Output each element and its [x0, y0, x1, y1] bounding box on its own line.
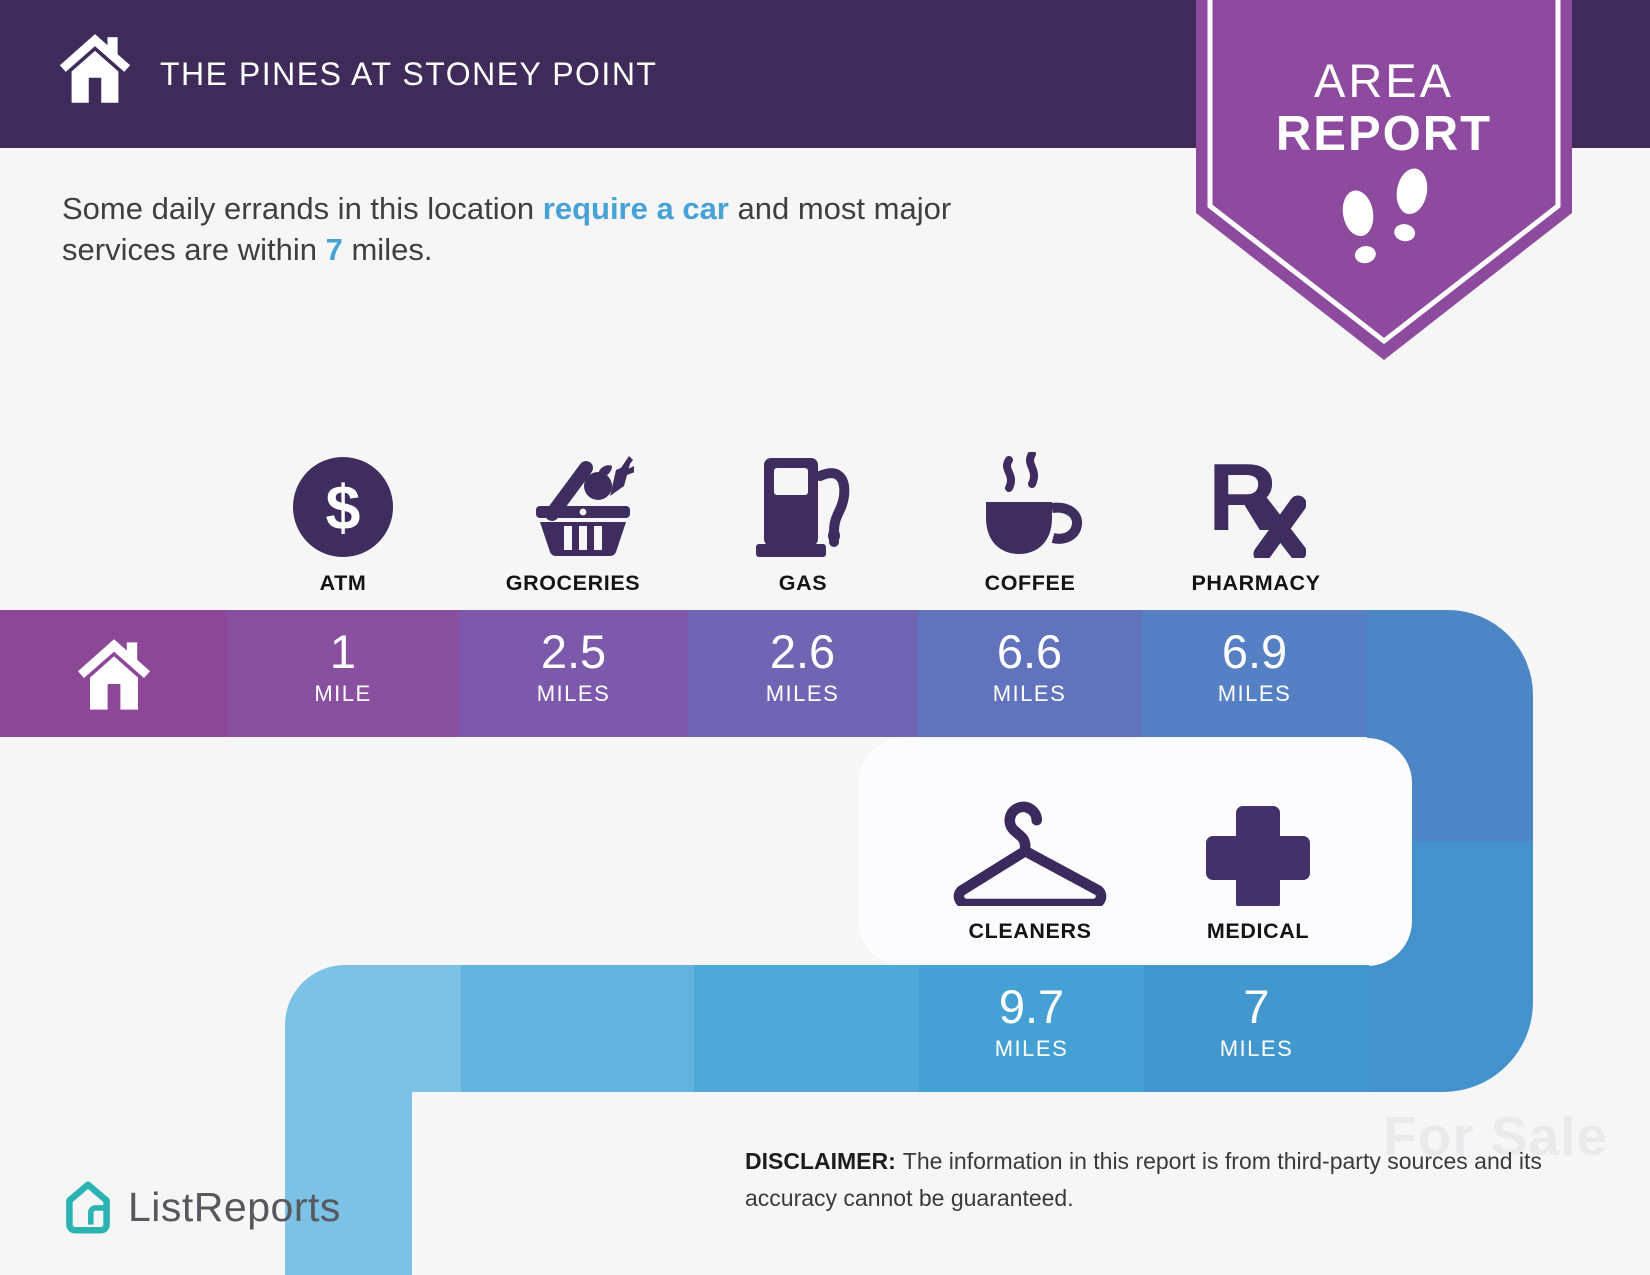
intro-after: miles.	[351, 232, 433, 267]
distance-value: 7	[1243, 980, 1270, 1033]
svg-text:$: $	[326, 474, 361, 544]
distance-segment-groceries: 2.5 MILES	[459, 610, 688, 737]
distance-unit: MILES	[1217, 680, 1292, 706]
footprints-icon	[1342, 168, 1428, 264]
distance-segment-coffee: 6.6 MILES	[917, 610, 1142, 737]
distance-segment-cleaners: 9.7 MILES	[919, 965, 1144, 1092]
page-title: THE PINES AT STONEY POINT	[160, 55, 658, 92]
rx-icon: R	[1206, 426, 1306, 558]
intro-before: Some daily errands in this location	[62, 191, 535, 226]
ribbon-filler-segment	[461, 965, 694, 1092]
distance-segment-gas: 2.6 MILES	[688, 610, 917, 737]
area-report-badge: AREA REPORT	[1196, 0, 1572, 360]
ribbon-home-segment	[0, 610, 227, 737]
distance-unit: MILES	[536, 680, 611, 706]
badge-line1: AREA	[1314, 54, 1454, 107]
service-label: MEDICAL	[1206, 919, 1310, 943]
service-cleaners: CLEANERS	[920, 738, 1140, 966]
service-groceries: GROCERIES	[463, 408, 683, 596]
gas-pump-icon	[754, 426, 852, 558]
coffee-cup-icon	[974, 426, 1086, 558]
distance-value: 1	[329, 625, 357, 678]
listreports-icon	[66, 1181, 110, 1234]
service-label: CLEANERS	[968, 919, 1092, 943]
listreports-logo: ListReports	[62, 1178, 341, 1236]
atm-dollar-icon: $	[292, 426, 394, 558]
distance-segment-atm: 1 MILE	[227, 610, 459, 737]
disclaimer-text: The information in this report is from t…	[745, 1148, 1542, 1211]
intro-highlight-car: require a car	[542, 191, 729, 226]
distance-unit: MILES	[765, 680, 840, 706]
hanger-icon	[945, 786, 1115, 906]
distance-unit: MILE	[314, 680, 372, 706]
ribbon-filler-segment	[694, 965, 919, 1092]
watermark-text: For Sale	[1383, 1105, 1609, 1167]
ribbon-right-bend	[1367, 610, 1533, 1092]
home-icon	[77, 638, 150, 710]
service-gas: GAS	[693, 408, 913, 596]
distance-segment-pharmacy: 6.9 MILES	[1142, 610, 1367, 737]
medical-cross-icon	[1206, 786, 1310, 906]
service-medical: MEDICAL	[1148, 738, 1368, 966]
distance-unit: MILES	[992, 680, 1067, 706]
disclaimer: DISCLAIMER: The information in this repor…	[745, 1143, 1545, 1217]
ribbon-inner-corner	[412, 1092, 486, 1166]
intro-middle: and most major services are within	[62, 191, 952, 267]
service-label: COFFEE	[984, 571, 1076, 595]
badge-line2: REPORT	[1276, 107, 1492, 161]
intro-highlight-miles: 7	[325, 232, 343, 267]
distance-value: 2.6	[769, 625, 836, 678]
distance-unit: MILES	[994, 1035, 1069, 1061]
service-label: ATM	[319, 571, 367, 595]
service-label: GROCERIES	[505, 571, 641, 595]
intro-text: Some daily errands in this location requ…	[62, 188, 1072, 270]
service-label: GAS	[778, 571, 828, 595]
groceries-basket-icon	[512, 426, 634, 558]
distance-value: 6.9	[1221, 625, 1288, 678]
disclaimer-label: DISCLAIMER:	[745, 1148, 896, 1174]
service-coffee: COFFEE	[920, 408, 1140, 596]
ribbon-down-leg	[285, 965, 412, 1275]
secondary-services-panel: CLEANERS MEDICAL	[858, 738, 1412, 966]
service-atm: $ ATM	[233, 408, 453, 596]
service-pharmacy: R PHARMACY	[1146, 408, 1366, 596]
home-icon	[59, 34, 131, 103]
distance-value: 6.6	[996, 625, 1063, 678]
distance-segment-medical: 7 MILES	[1144, 965, 1369, 1092]
distance-value: 9.7	[998, 980, 1065, 1033]
brand-name: ListReports	[128, 1183, 341, 1230]
distance-unit: MILES	[1219, 1035, 1294, 1061]
ribbon-filler-segment	[412, 965, 461, 1092]
service-label: PHARMACY	[1191, 571, 1321, 595]
distance-value: 2.5	[540, 625, 607, 678]
